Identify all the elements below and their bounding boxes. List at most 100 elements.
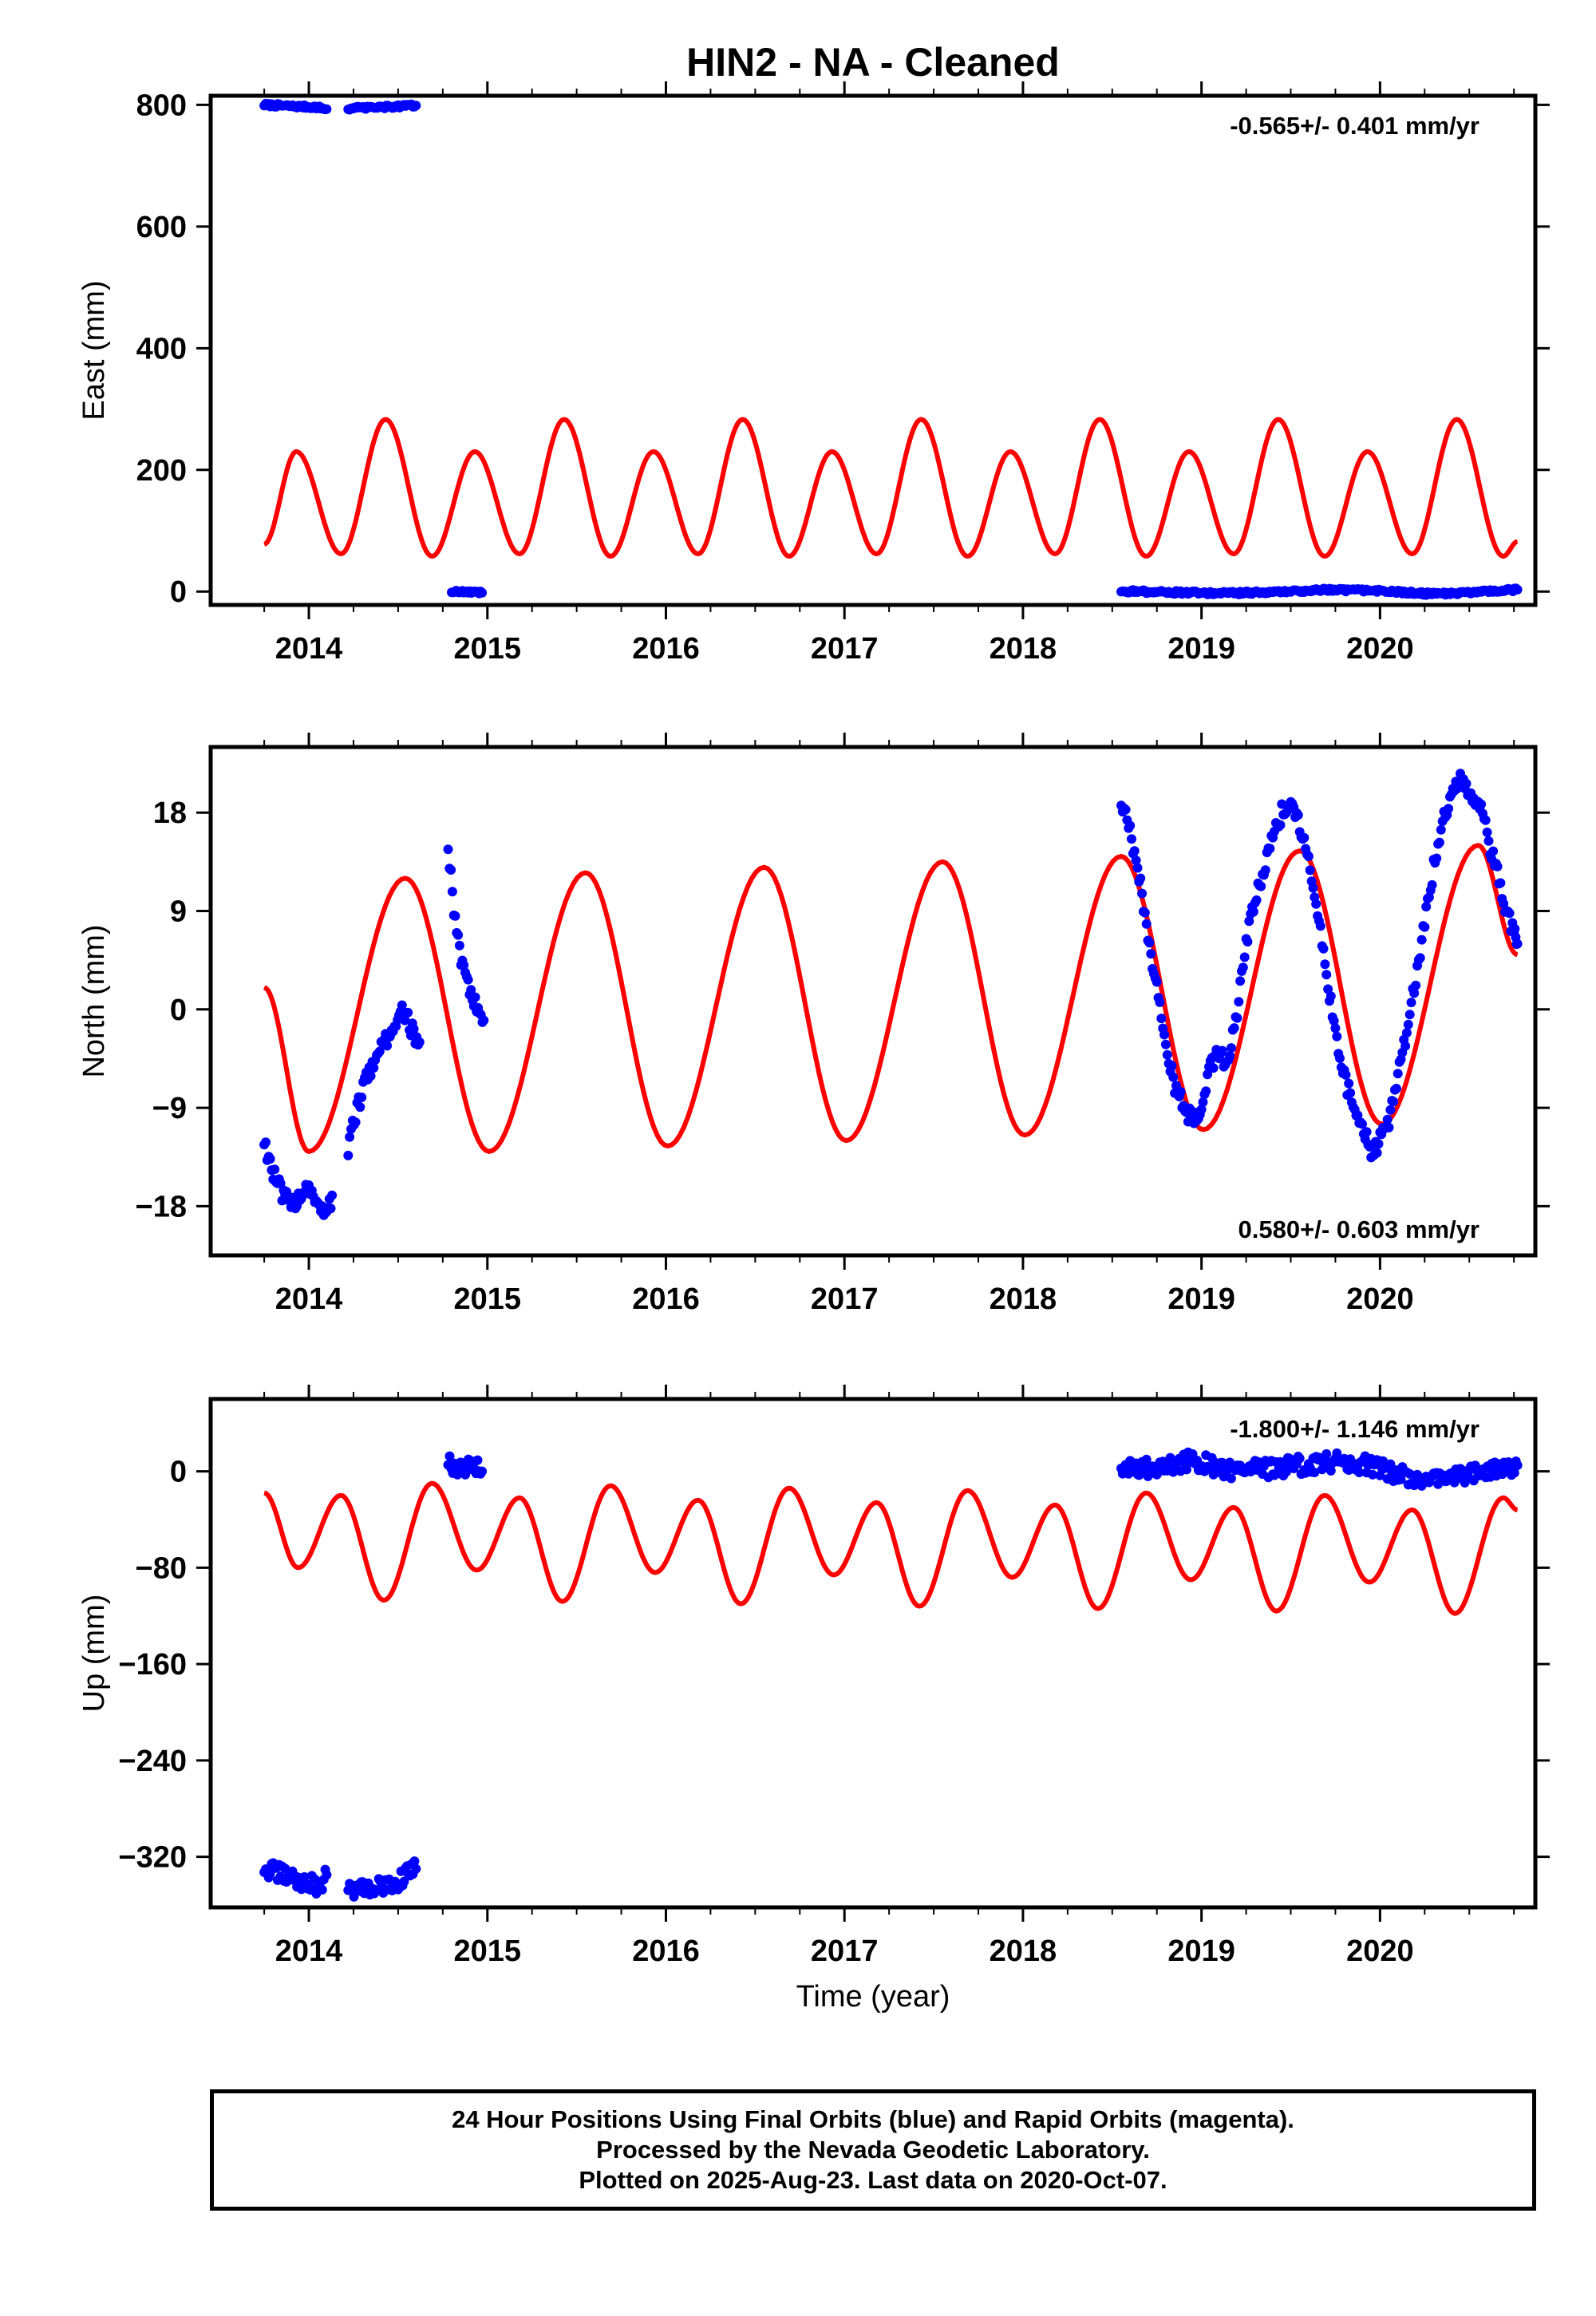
- data-point-north: [326, 1203, 336, 1214]
- model-curve-north: [263, 843, 1519, 1154]
- data-point-north: [450, 911, 460, 921]
- data-point-up: [1509, 1468, 1519, 1478]
- data-point-east: [322, 104, 332, 114]
- data-point-north: [1421, 902, 1432, 912]
- footer-line-3: Plotted on 2025-Aug-23. Last data on 202…: [579, 2166, 1167, 2194]
- data-point-up: [444, 1451, 455, 1461]
- y-tick-label-north: −9: [152, 1092, 187, 1125]
- footer-line-1: 24 Hour Positions Using Final Orbits (bl…: [452, 2105, 1294, 2133]
- y-tick-label-north: 9: [170, 895, 187, 928]
- plot-area-east: [259, 98, 1523, 600]
- y-axis-label-east: East (mm): [77, 280, 111, 420]
- data-point-north: [1385, 1105, 1396, 1115]
- data-point-north: [1152, 977, 1162, 987]
- data-point-north: [1303, 852, 1314, 861]
- x-tick-label-up: 2019: [1167, 1935, 1235, 1968]
- data-point-north: [1384, 1122, 1394, 1132]
- data-point-north: [1293, 810, 1303, 820]
- figure-title: HIN2 - NA - Cleaned: [686, 40, 1060, 85]
- data-point-north: [1504, 908, 1515, 919]
- panel-north: 2014 2015 2016 2017 2018 2019 2020 −18 −9 0 9 18 Nor…: [77, 733, 1550, 1316]
- rate-label-up: -1.800+/- 1.146 mm/yr: [1230, 1415, 1479, 1443]
- data-point-north: [1277, 799, 1287, 809]
- data-point-north: [1391, 1084, 1401, 1093]
- footer-line-2: Processed by the Nevada Geodetic Laborat…: [596, 2136, 1150, 2164]
- data-point-north: [1495, 878, 1506, 888]
- data-point-north: [1510, 923, 1520, 934]
- data-point-north: [400, 1015, 410, 1026]
- data-point-north: [1225, 1051, 1235, 1061]
- data-point-north: [1129, 846, 1140, 856]
- data-point-north: [1483, 836, 1494, 846]
- data-point-north: [1480, 815, 1491, 825]
- data-point-north: [1132, 863, 1143, 873]
- data-point-north: [1308, 883, 1318, 893]
- data-point-north: [1226, 1043, 1236, 1053]
- data-point-north: [1234, 997, 1244, 1007]
- data-point-north: [1141, 919, 1152, 929]
- data-point-north: [447, 887, 457, 897]
- data-point-north: [1416, 935, 1427, 945]
- data-point-up: [317, 1884, 327, 1895]
- data-point-north: [1403, 1019, 1413, 1030]
- data-point-north: [1239, 952, 1250, 962]
- data-point-north: [470, 992, 480, 1002]
- data-point-north: [1488, 846, 1499, 856]
- data-point-north: [355, 1102, 365, 1113]
- data-point-up: [1165, 1452, 1175, 1463]
- x-tick-label-north: 2016: [632, 1282, 700, 1316]
- data-point-north: [1155, 997, 1165, 1007]
- x-tick-label-north: 2020: [1346, 1282, 1414, 1316]
- panel-up: 2014 2015 2016 2017 2018 2019 2020 −320 −240 −160…: [77, 1385, 1550, 1968]
- y-tick-label-up: −240: [118, 1745, 187, 1778]
- data-point-up: [1294, 1453, 1305, 1464]
- data-point-north: [382, 1041, 393, 1051]
- data-point-north: [345, 1132, 355, 1142]
- data-point-north: [453, 930, 464, 940]
- y-tick-label-north: 0: [170, 994, 187, 1027]
- data-point-north: [1125, 820, 1136, 831]
- data-point-up: [1141, 1454, 1152, 1464]
- data-point-up: [1375, 1470, 1385, 1480]
- data-point-north: [463, 974, 473, 985]
- data-point-north: [1311, 899, 1321, 909]
- data-point-north: [1409, 988, 1420, 998]
- rate-label-north: 0.580+/- 0.603 mm/yr: [1238, 1215, 1479, 1243]
- data-point-north: [1201, 1086, 1211, 1097]
- data-point-north: [409, 1024, 419, 1034]
- data-point-north: [1427, 879, 1437, 890]
- data-point-north: [265, 1154, 275, 1164]
- data-point-north: [1325, 991, 1336, 1002]
- data-point-north: [1196, 1105, 1207, 1115]
- data-point-up: [1226, 1473, 1236, 1484]
- data-point-north: [1144, 938, 1155, 948]
- y-tick-label-east: 200: [136, 454, 187, 488]
- data-point-north: [357, 1093, 367, 1102]
- x-tick-label-east: 2017: [811, 632, 879, 666]
- data-point-up: [280, 1863, 290, 1874]
- data-point-north: [1265, 844, 1275, 854]
- data-point-up: [477, 1466, 488, 1476]
- data-point-up: [322, 1870, 332, 1880]
- y-tick-label-north: −18: [136, 1190, 187, 1223]
- data-point-up: [1368, 1469, 1377, 1480]
- data-point-north: [1203, 1069, 1213, 1080]
- y-axis-label-up: Up (mm): [77, 1595, 111, 1713]
- data-point-north: [1432, 853, 1442, 864]
- y-axis-label-north: North (mm): [77, 924, 111, 1077]
- x-tick-label-north: 2014: [275, 1282, 343, 1316]
- data-point-north: [1434, 837, 1444, 848]
- data-point-up: [399, 1876, 409, 1887]
- data-point-north: [1256, 881, 1266, 891]
- data-point-up: [1310, 1468, 1320, 1477]
- data-point-north: [1275, 820, 1286, 830]
- data-point-north: [414, 1037, 425, 1047]
- data-point-north: [1156, 1014, 1167, 1024]
- x-tick-label-east: 2016: [632, 632, 700, 666]
- data-point-up: [1396, 1474, 1406, 1484]
- x-tick-label-up: 2016: [632, 1935, 700, 1968]
- data-point-north: [343, 1150, 354, 1160]
- x-tick-label-east: 2018: [990, 632, 1057, 666]
- y-tick-label-east: 400: [136, 332, 187, 366]
- data-point-north: [443, 844, 453, 855]
